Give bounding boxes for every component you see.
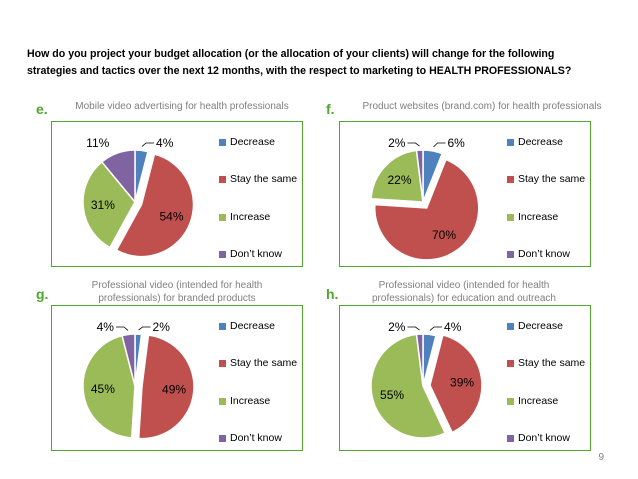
data-label-increase: 55% bbox=[380, 388, 404, 402]
legend-label-increase: Increase bbox=[518, 211, 559, 223]
page-number: 9 bbox=[598, 452, 604, 463]
panel-h-title-line-2: professionals) for education and outreac… bbox=[371, 293, 556, 304]
legend-swatch-decrease bbox=[219, 139, 226, 146]
legend-swatch-stay-the-same bbox=[219, 176, 226, 183]
panel-f-pie: 6% 70% 22% 2% bbox=[370, 136, 480, 261]
legend-swatch-decrease bbox=[507, 323, 514, 330]
legend-label-dont-know: Don’t know bbox=[518, 432, 570, 444]
pie-slice-dont-know bbox=[100, 149, 136, 205]
legend-swatch-dont-know bbox=[219, 435, 226, 442]
panel-f-letter: f. bbox=[326, 101, 335, 117]
panel-h-title-line-1: Professional video (intended for health bbox=[378, 280, 550, 291]
legend-swatch-dont-know bbox=[507, 435, 514, 442]
leader-line-dont-know bbox=[407, 142, 420, 147]
legend-label-stay-the-same: Stay the same bbox=[518, 357, 586, 369]
pie-slice-dont-know bbox=[415, 333, 424, 387]
panel-h-title: Professional video (intended for health … bbox=[339, 279, 589, 305]
legend-swatch-stay-the-same bbox=[507, 176, 514, 183]
panel-g-pie: 2% 49% 45% 4% bbox=[82, 320, 195, 440]
panel-g-chart: 2% 49% 45% 4% Decrease Stay the same Increase D… bbox=[51, 305, 303, 451]
leader-line-dont-know bbox=[115, 326, 129, 331]
data-label-stay-the-same: 54% bbox=[159, 209, 183, 223]
legend-swatch-increase bbox=[219, 398, 226, 405]
panel-e-title: Mobile video advertising for health prof… bbox=[75, 101, 289, 112]
panel-f-title: Product websites (brand.com) for health … bbox=[362, 101, 602, 112]
data-label-stay-the-same: 70% bbox=[432, 228, 456, 242]
legend-swatch-stay-the-same bbox=[219, 360, 226, 367]
legend-swatch-dont-know bbox=[507, 251, 514, 258]
data-label-increase: 31% bbox=[91, 198, 115, 212]
pie-slice-stay-the-same bbox=[115, 153, 195, 258]
data-label-decrease: 6% bbox=[447, 136, 465, 150]
legend-label-decrease: Decrease bbox=[518, 320, 563, 332]
pie-slice-increase bbox=[370, 333, 447, 439]
panel-h-chart: 4% 39% 55% 2% Decrease Stay the same Increase D… bbox=[339, 305, 591, 451]
pie-slice-stay-the-same bbox=[429, 334, 483, 434]
legend-swatch-increase bbox=[219, 214, 226, 221]
panel-e-letter: e. bbox=[36, 101, 48, 117]
legend-label-increase: Increase bbox=[518, 395, 559, 407]
leader-line-decrease bbox=[433, 142, 446, 148]
legend-swatch-increase bbox=[507, 214, 514, 221]
legend-label-dont-know: Don’t know bbox=[230, 248, 282, 260]
data-label-stay-the-same: 39% bbox=[450, 375, 474, 389]
panel-e-chart: 4% 54% 31% 11% Decrease Stay the same Increase… bbox=[51, 121, 303, 267]
legend-swatch-stay-the-same bbox=[507, 360, 514, 367]
pie-slice-stay-the-same bbox=[374, 158, 480, 261]
panel-e-pie: 4% 54% 31% 11% bbox=[82, 136, 195, 258]
legend-label-dont-know: Don’t know bbox=[230, 432, 282, 444]
leader-line-decrease bbox=[429, 326, 443, 331]
data-label-dont-know: 2% bbox=[388, 136, 406, 150]
legend-label-dont-know: Don’t know bbox=[518, 248, 570, 260]
panel-f-chart: 6% 70% 22% 2% Decrease Stay the same Increase D… bbox=[339, 121, 591, 267]
legend-label-decrease: Decrease bbox=[230, 136, 275, 148]
pie-slice-stay-the-same bbox=[137, 334, 195, 440]
data-label-stay-the-same: 49% bbox=[162, 383, 186, 397]
legend-label-stay-the-same: Stay the same bbox=[518, 173, 586, 185]
pie-slice-increase bbox=[370, 149, 424, 203]
legend-label-increase: Increase bbox=[230, 211, 271, 223]
question-line-1: How do you project your budget allocatio… bbox=[27, 48, 555, 60]
data-label-decrease: 4% bbox=[444, 320, 462, 334]
pie-slice-dont-know bbox=[415, 149, 424, 203]
question-text: How do you project your budget allocatio… bbox=[27, 46, 627, 80]
legend-label-decrease: Decrease bbox=[230, 320, 275, 332]
panel-h-letter: h. bbox=[326, 286, 339, 302]
pie-slice-increase bbox=[82, 334, 136, 439]
panel-g-letter: g. bbox=[36, 286, 49, 302]
data-label-decrease: 2% bbox=[153, 320, 171, 334]
pie-slice-dont-know bbox=[121, 333, 136, 387]
pie-slice-decrease bbox=[134, 333, 143, 387]
leader-line-dont-know bbox=[407, 326, 420, 331]
leader-line-decrease bbox=[141, 142, 155, 147]
legend-swatch-decrease bbox=[507, 139, 514, 146]
panel-g-title: Professional video (intended for health … bbox=[53, 279, 301, 305]
pie-slice-increase bbox=[82, 160, 136, 249]
panel-g-title-line-2: professionals) for branded products bbox=[98, 293, 256, 304]
data-label-dont-know: 11% bbox=[86, 136, 109, 150]
legend-label-stay-the-same: Stay the same bbox=[230, 173, 298, 185]
data-label-increase: 45% bbox=[91, 382, 115, 396]
leader-line-decrease bbox=[138, 326, 151, 331]
legend-swatch-increase bbox=[507, 398, 514, 405]
data-label-dont-know: 4% bbox=[97, 320, 115, 334]
data-label-increase: 22% bbox=[387, 173, 411, 187]
legend-swatch-dont-know bbox=[219, 251, 226, 258]
data-label-dont-know: 2% bbox=[388, 320, 406, 334]
legend-label-increase: Increase bbox=[230, 395, 271, 407]
panel-h-pie: 4% 39% 55% 2% bbox=[370, 320, 483, 439]
panel-g-title-line-1: Professional video (intended for health bbox=[91, 280, 263, 291]
legend-label-stay-the-same: Stay the same bbox=[230, 357, 298, 369]
data-label-decrease: 4% bbox=[156, 136, 174, 150]
legend-label-decrease: Decrease bbox=[518, 136, 563, 148]
question-line-2: strategies and tactics over the next 12 … bbox=[27, 65, 572, 77]
legend-swatch-decrease bbox=[219, 323, 226, 330]
